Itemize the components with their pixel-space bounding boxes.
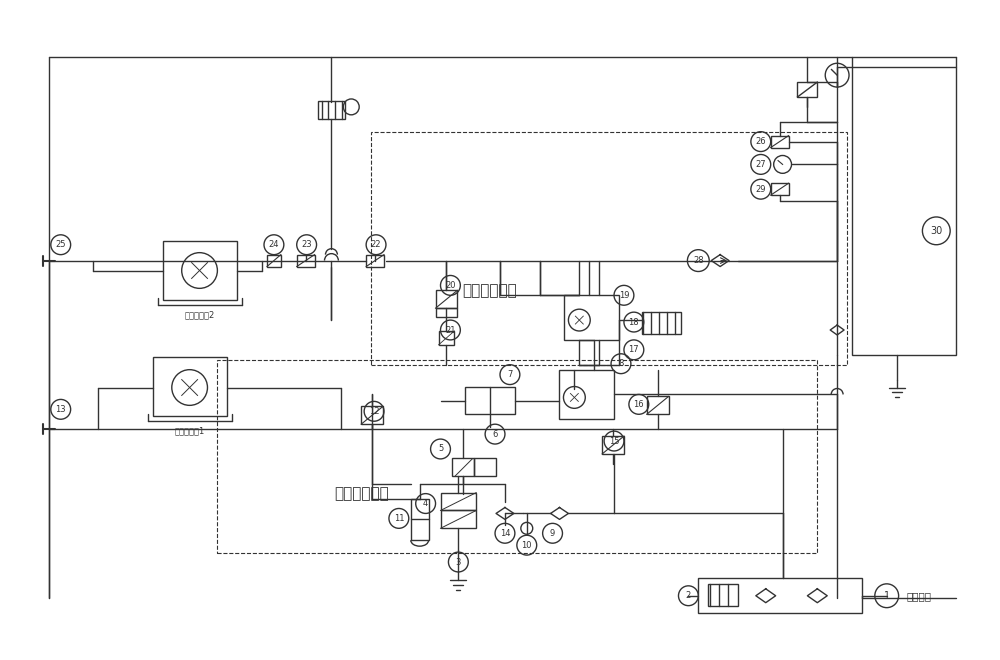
Bar	[797, 82, 817, 97]
Text: 7: 7	[507, 370, 513, 379]
Text: 8: 8	[618, 359, 624, 368]
Text: 15: 15	[609, 436, 619, 446]
Text: 20: 20	[445, 281, 456, 290]
Bar	[411, 498, 429, 541]
Bar	[267, 255, 281, 267]
Text: 21: 21	[445, 325, 456, 335]
Text: 24: 24	[269, 240, 279, 249]
Bar	[361, 407, 383, 424]
Text: 19: 19	[619, 291, 629, 300]
Text: 26: 26	[755, 137, 766, 146]
Text: 10: 10	[522, 541, 532, 550]
Text: 11: 11	[394, 514, 404, 523]
Text: 22: 22	[371, 240, 381, 249]
Bar	[436, 290, 457, 308]
Text: 被测试单关1: 被测试单关1	[175, 426, 205, 436]
Text: 16: 16	[634, 400, 644, 409]
Bar	[474, 458, 496, 476]
Bar	[559, 370, 614, 419]
Text: 车间气源: 车间气源	[907, 591, 932, 601]
Bar	[371, 132, 847, 365]
Text: 2: 2	[686, 591, 691, 600]
Bar	[642, 312, 681, 334]
Bar	[441, 492, 476, 510]
Bar	[153, 357, 227, 416]
Text: 被测试单关2: 被测试单关2	[184, 311, 215, 319]
Bar	[366, 255, 384, 267]
Bar	[602, 436, 624, 454]
Bar	[436, 308, 457, 317]
Bar	[163, 241, 237, 300]
Text: 12: 12	[369, 407, 379, 416]
Text: 30: 30	[930, 226, 942, 236]
Bar	[852, 67, 956, 355]
Bar	[771, 136, 789, 148]
Text: 9: 9	[550, 529, 555, 538]
Text: 第二测试回路: 第二测试回路	[334, 486, 389, 501]
Bar	[771, 183, 789, 195]
Bar	[217, 360, 817, 553]
Bar	[318, 101, 345, 119]
Text: 第一测试回路: 第一测试回路	[463, 283, 517, 298]
Text: 13: 13	[55, 405, 66, 414]
Bar	[647, 397, 669, 414]
Text: 4: 4	[423, 499, 428, 508]
Text: 29: 29	[756, 185, 766, 193]
Text: 23: 23	[301, 240, 312, 249]
Text: 28: 28	[693, 256, 704, 265]
Bar	[708, 584, 738, 606]
Text: 17: 17	[629, 345, 639, 354]
Bar	[564, 295, 619, 340]
Text: 3: 3	[456, 558, 461, 566]
Bar	[465, 387, 515, 414]
Bar	[452, 458, 474, 476]
Bar	[441, 510, 476, 528]
Text: 27: 27	[755, 160, 766, 169]
Bar	[698, 578, 862, 612]
Text: 6: 6	[492, 430, 498, 439]
Text: 25: 25	[55, 240, 66, 249]
Text: 18: 18	[629, 317, 639, 327]
Text: 14: 14	[500, 529, 510, 538]
Text: 5: 5	[438, 444, 443, 453]
Bar	[439, 331, 454, 345]
Text: 1: 1	[884, 591, 890, 601]
Bar	[297, 255, 315, 267]
